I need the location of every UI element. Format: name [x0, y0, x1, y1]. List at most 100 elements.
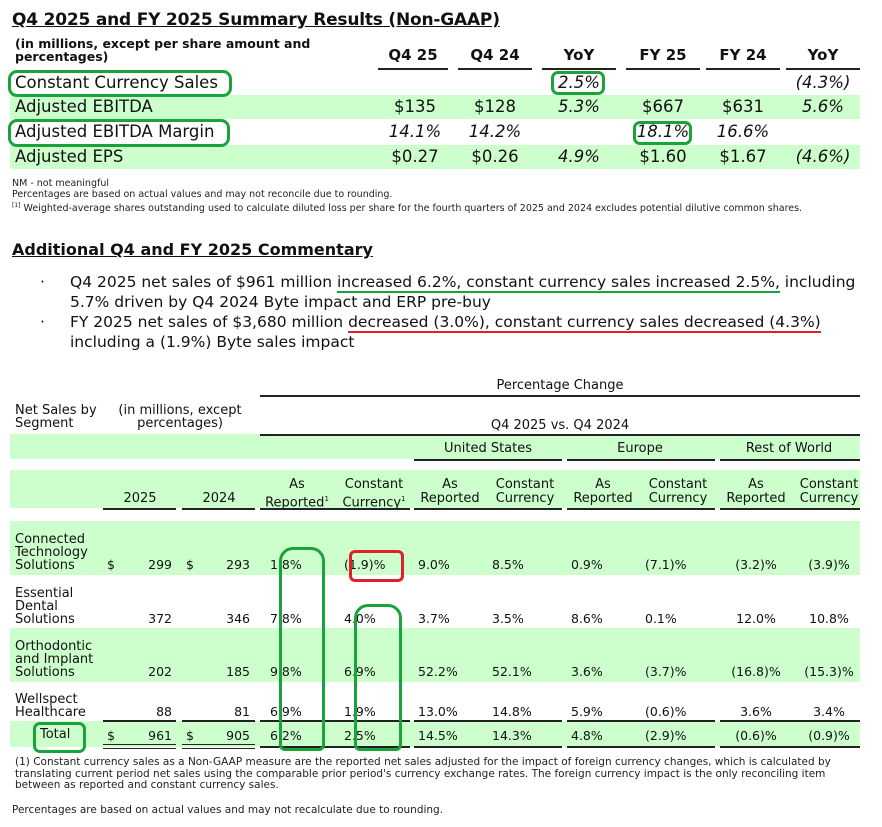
col-total-constant-currency: Constant Currency1: [342, 477, 406, 511]
net-sales-by-segment-header: Net Sales by Segment: [15, 403, 97, 431]
segment-name: Total: [40, 727, 71, 742]
pct-us-cc: 52.1%: [492, 664, 532, 679]
pct-us-ar: 3.7%: [418, 611, 450, 626]
currency-symbol: $: [107, 557, 115, 572]
divider: [414, 746, 562, 748]
pct-eu-ar: 8.6%: [571, 611, 603, 626]
highlight-circle-fy25-margin: [633, 121, 692, 145]
col-q-yoy: YoY: [542, 46, 616, 70]
pct-eu-cc: 0.1%: [645, 611, 677, 626]
value-2024: 346: [226, 611, 250, 626]
divider: [567, 459, 715, 461]
value-2025: 961: [148, 728, 172, 743]
value-2024: 293: [226, 557, 250, 572]
double-underline: [182, 744, 255, 749]
pct-total-cc: (1.9)%: [344, 557, 386, 572]
pct-row-cc: 10.8%: [809, 611, 849, 626]
divider: [720, 746, 860, 748]
highlight-column-constant-currency: [354, 604, 402, 751]
pct-row-cc: 3.4%: [813, 704, 845, 719]
pct-eu-ar: 0.9%: [571, 557, 603, 572]
divider: [720, 720, 860, 722]
pct-total-ar: 6.9%: [270, 704, 302, 719]
highlight-total-label: [33, 722, 86, 753]
pct-eu-ar: 5.9%: [571, 704, 603, 719]
commentary-title: Additional Q4 and FY 2025 Commentary: [12, 240, 373, 259]
divider: [414, 720, 562, 722]
commentary-bullet-q4: · Q4 2025 net sales of $961 million incr…: [40, 273, 856, 311]
row-label: Adjusted EBITDA Margin: [15, 122, 215, 141]
col-2025: 2025: [123, 491, 157, 506]
summary-notes: NM - not meaningful Percentages are base…: [12, 178, 802, 214]
divider: [720, 459, 860, 461]
pct-us-cc: 14.3%: [492, 728, 532, 743]
currency-symbol: $: [186, 557, 194, 572]
units-header: (in millions, except percentages): [118, 403, 242, 431]
column-header-band: [10, 470, 860, 508]
note-shares: [1] Weighted-average shares outstanding …: [12, 202, 803, 215]
note-rounding: Percentages are based on actual values a…: [12, 189, 393, 200]
commentary-bullet-fy: · FY 2025 net sales of $3,680 million de…: [40, 313, 821, 351]
col-2024: 2024: [202, 491, 236, 506]
divider: [720, 508, 860, 510]
segment-name: Orthodontic and Implant Solutions: [15, 639, 94, 680]
col-row-as-reported: As Reported: [726, 477, 786, 506]
pct-row-ar: 3.6%: [740, 704, 772, 719]
segment-name: Connected Technology Solutions: [15, 532, 88, 573]
divider: [260, 508, 410, 510]
col-eu-constant-currency: Constant Currency: [648, 477, 708, 506]
pct-row-cc: (0.9)%: [808, 728, 850, 743]
divider: [414, 508, 562, 510]
row-label: Constant Currency Sales: [15, 73, 218, 92]
divider: [567, 508, 715, 510]
bullet-dot-icon: ·: [40, 313, 45, 331]
divider: [414, 459, 562, 461]
divider: [182, 720, 255, 722]
value-2025: 88: [156, 704, 172, 719]
pct-eu-cc: (3.7)%: [645, 664, 687, 679]
divider: [260, 395, 860, 397]
value-2025: 202: [148, 664, 172, 679]
region-us: United States: [443, 441, 533, 456]
pct-row-cc: (15.3)%: [804, 664, 854, 679]
pct-eu-cc: (7.1)%: [645, 557, 687, 572]
pct-eu-cc: (2.9)%: [645, 728, 687, 743]
divider: [567, 720, 715, 722]
constant-currency-footnote: (1) Constant currency sales as a Non-GAA…: [15, 756, 831, 791]
col-fy-yoy: YoY: [786, 46, 860, 70]
pct-eu-cc: (0.6)%: [645, 704, 687, 719]
summary-row-constant-currency-sales: Constant Currency Sales 2.5% (4.3%): [15, 73, 851, 92]
pct-row-ar: (3.2)%: [735, 557, 777, 572]
col-total-as-reported: As Reported1: [265, 477, 329, 511]
pct-eu-ar: 3.6%: [571, 664, 603, 679]
divider: [567, 746, 715, 748]
pct-row-ar: 12.0%: [736, 611, 776, 626]
pct-us-ar: 13.0%: [418, 704, 458, 719]
commentary-bullets: · Q4 2025 net sales of $961 million incr…: [40, 272, 870, 352]
highlight-circle-adjusted-ebitda-margin: [8, 119, 230, 147]
note-marker: [1]: [12, 202, 21, 209]
summary-units-note: (in millions, except per share amount an…: [15, 36, 311, 64]
pct-us-ar: 52.2%: [418, 664, 458, 679]
segment-name: Essential Dental Solutions: [15, 586, 75, 627]
divider: [182, 508, 255, 510]
pct-row-ar: (16.8)%: [731, 664, 781, 679]
pct-total-ar: 7.8%: [270, 611, 302, 626]
highlight-column-as-reported: [279, 547, 325, 751]
pct-row-cc: (3.9)%: [808, 557, 850, 572]
segment-name: Wellspect Healthcare: [15, 692, 86, 720]
col-us-constant-currency: Constant Currency: [495, 477, 555, 506]
value-2025: 299: [148, 557, 172, 572]
row-band-ois: [10, 628, 860, 682]
value-2025: 372: [148, 611, 172, 626]
highlight-circle-constant-currency-sales: [8, 70, 232, 97]
segment-rounding-note: Percentages are based on actual values a…: [12, 804, 444, 816]
col-eu-as-reported: As Reported: [573, 477, 633, 506]
divider: [260, 746, 410, 748]
currency-symbol: $: [186, 728, 194, 743]
currency-symbol: $: [107, 728, 115, 743]
region-europe: Europe: [617, 441, 663, 456]
bullet-dot-icon: ·: [40, 273, 45, 291]
divider: [103, 508, 176, 510]
underlined-fy-decline: decreased (3.0%), constant currency sale…: [348, 313, 821, 333]
